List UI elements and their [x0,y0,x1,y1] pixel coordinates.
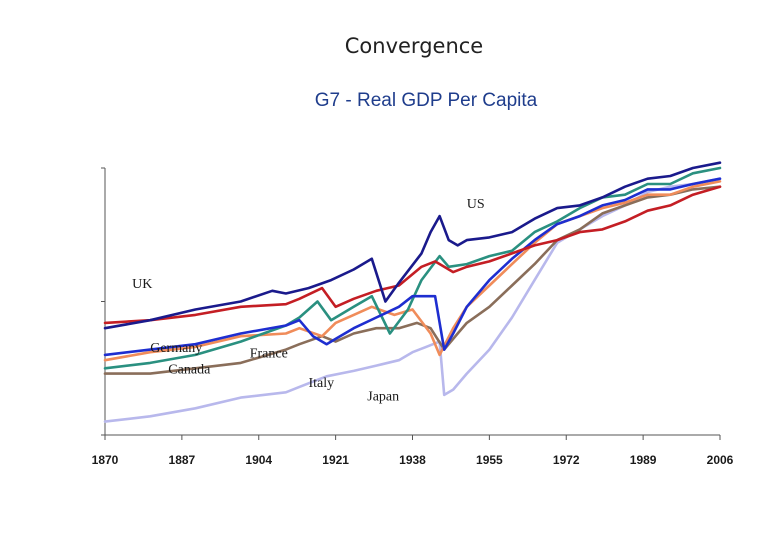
chart-title: G7 - Real GDP Per Capita [314,90,538,111]
series-line-germany [103,177,722,357]
series-annotations: US UK Germany Canada France Italy Japan [132,197,485,404]
x-tick-label-1938: 1938 [399,453,426,467]
x-tick-label-1955: 1955 [476,453,503,467]
x-tick-label-1904: 1904 [245,453,272,467]
series-lines [103,161,722,423]
x-tick-label-1921: 1921 [322,453,349,467]
x-tick-label-1972: 1972 [553,453,580,467]
x-tick-label-1989: 1989 [630,453,657,467]
series-line-france [103,180,722,362]
annotation-france: France [250,347,288,362]
annotation-japan: Japan [367,389,399,404]
annotation-germany: Germany [150,341,202,356]
x-tick-label-1887: 1887 [169,453,196,467]
series-line-us [103,161,722,330]
x-tick-label-1870: 1870 [92,453,119,467]
annotation-us: US [467,197,485,212]
annotation-canada: Canada [168,363,211,378]
annotation-italy: Italy [308,376,334,391]
series-line-uk [103,185,722,325]
slide-title: Convergence [344,34,484,58]
x-tick-label-2006: 2006 [707,453,734,467]
x-tick-labels: 1870 1887 1904 1921 1938 1955 1972 1989 2006 [92,435,734,467]
annotation-uk: UK [132,277,152,292]
